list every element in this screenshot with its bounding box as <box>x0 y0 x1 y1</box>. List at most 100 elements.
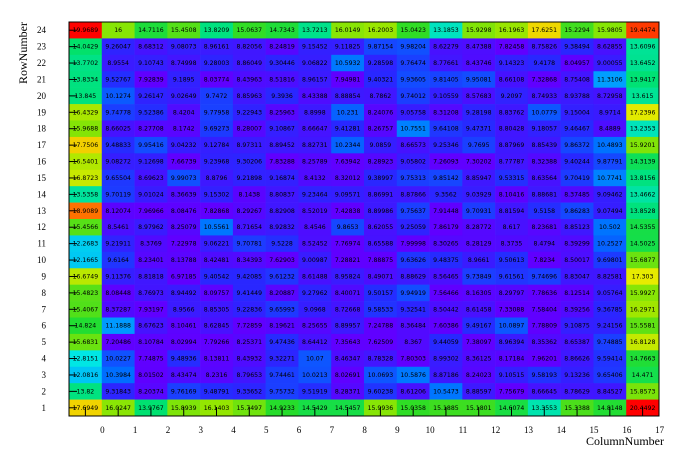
cell-value-label: 7.83288 <box>269 159 295 166</box>
cell-value-label: 8.68312 <box>138 44 164 51</box>
cell-value-label: 9.40321 <box>368 76 394 83</box>
heatmap-cell <box>495 104 529 121</box>
heatmap-cell <box>527 186 561 203</box>
heatmap-cell <box>69 383 103 400</box>
heatmap-cell <box>429 284 463 302</box>
cell-value-label: 9.0968 <box>304 306 326 313</box>
heatmap-cell <box>200 268 234 285</box>
heatmap-cell <box>462 54 496 72</box>
heatmap-cell <box>134 71 168 88</box>
cell-value-label: 16.2003 <box>368 27 394 34</box>
heatmap-cell <box>593 383 627 400</box>
cell-value-label: 8.25789 <box>302 159 328 166</box>
cell-value-label: 9.26147 <box>138 93 164 100</box>
heatmap-cell <box>167 54 201 72</box>
heatmap-cell <box>429 104 463 121</box>
cell-value-label: 9.48833 <box>105 142 131 149</box>
cell-value-label: 8.96161 <box>204 44 230 51</box>
heatmap-cell <box>527 22 561 39</box>
heatmap-cell <box>167 366 201 384</box>
heatmap-cell <box>527 350 561 368</box>
heatmap-cell <box>134 153 168 171</box>
heatmap-cell <box>265 268 299 285</box>
cell-value-label: 7.82458 <box>499 44 525 51</box>
heatmap-cell <box>331 104 365 121</box>
cell-value-label: 9.25059 <box>400 224 426 231</box>
heatmap-cell <box>626 22 660 39</box>
cell-value-label: 7.62903 <box>269 257 295 264</box>
heatmap-cells <box>69 22 660 417</box>
heatmap-cell <box>495 202 529 220</box>
cell-value-label: 8.86626 <box>564 356 590 363</box>
heatmap-cell <box>134 366 168 384</box>
heatmap-cell <box>593 268 627 285</box>
heatmap-cell <box>200 120 234 138</box>
heatmap-cell <box>593 235 627 253</box>
heatmap-cell <box>396 366 430 384</box>
cell-value-label: 8.87969 <box>499 142 525 149</box>
heatmap-cell <box>101 333 135 351</box>
cell-value-label: 8.62055 <box>368 224 394 231</box>
heatmap-cell <box>396 284 430 302</box>
heatmap-cell <box>462 333 496 351</box>
cell-value-label: 13.4662 <box>630 191 656 198</box>
heatmap-cell <box>462 251 496 269</box>
cell-value-label: 15.9688 <box>73 126 99 133</box>
cell-value-label: 9.23464 <box>302 191 328 198</box>
cell-value-label: 9.42085 <box>236 273 262 280</box>
heatmap-cell <box>331 38 365 56</box>
heatmap-cell <box>200 235 234 253</box>
heatmap-cell <box>527 383 561 400</box>
heatmap-cell <box>331 301 365 318</box>
heatmap-cell <box>560 383 594 400</box>
cell-value-label: 7.33088 <box>499 306 525 313</box>
cell-value-label: 8.03774 <box>204 76 230 83</box>
heatmap-cell <box>265 350 299 368</box>
cell-value-label: 9.41449 <box>236 290 262 297</box>
cell-value-label: 8.28772 <box>466 224 492 231</box>
cell-value-label: 8.04957 <box>564 60 590 67</box>
heatmap-cell <box>527 219 561 236</box>
heatmap-cell <box>331 333 365 351</box>
cell-value-label: 9.94919 <box>400 290 426 297</box>
heatmap-cell <box>331 284 365 302</box>
y-tick-label: 17 <box>37 140 47 150</box>
heatmap-cell <box>232 202 266 220</box>
cell-value-label: 8.09757 <box>204 290 230 297</box>
heatmap-cell <box>560 153 594 171</box>
x-tick-label: 12 <box>491 425 500 435</box>
cell-value-label: 8.36484 <box>400 323 426 330</box>
heatmap-cell <box>101 350 135 368</box>
heatmap-cell <box>495 251 529 269</box>
cell-value-label: 9.50157 <box>368 290 394 297</box>
heatmap-cell <box>626 366 660 384</box>
heatmap-cell <box>167 219 201 236</box>
heatmap-cell <box>134 383 168 400</box>
heatmap-cell <box>265 169 299 187</box>
x-tick-label: 4 <box>231 425 236 435</box>
heatmap-cell <box>232 317 266 335</box>
heatmap-cell <box>298 317 332 335</box>
heatmap-cell <box>495 54 529 72</box>
cell-value-label: 9.08272 <box>105 159 131 166</box>
cell-value-label: 13.6452 <box>630 60 656 67</box>
cell-value-label: 15.9927 <box>630 290 656 297</box>
cell-value-label: 13.8209 <box>204 27 230 34</box>
heatmap-cell <box>167 350 201 368</box>
heatmap-cell <box>101 54 135 72</box>
cell-value-label: 9.44059 <box>433 339 459 346</box>
heatmap-cell <box>396 219 430 236</box>
heatmap-cell <box>167 268 201 285</box>
cell-value-label: 8.78328 <box>368 356 394 363</box>
cell-value-label: 9.00987 <box>302 257 328 264</box>
heatmap-cell <box>527 71 561 88</box>
heatmap-cell <box>134 104 168 121</box>
heatmap-cell <box>200 169 234 187</box>
heatmap-cell <box>232 120 266 138</box>
heatmap-cell <box>462 268 496 285</box>
heatmap-cell <box>69 169 103 187</box>
heatmap-cell <box>101 153 135 171</box>
cell-value-label: 8.72668 <box>335 306 361 313</box>
heatmap-cell <box>560 120 594 138</box>
